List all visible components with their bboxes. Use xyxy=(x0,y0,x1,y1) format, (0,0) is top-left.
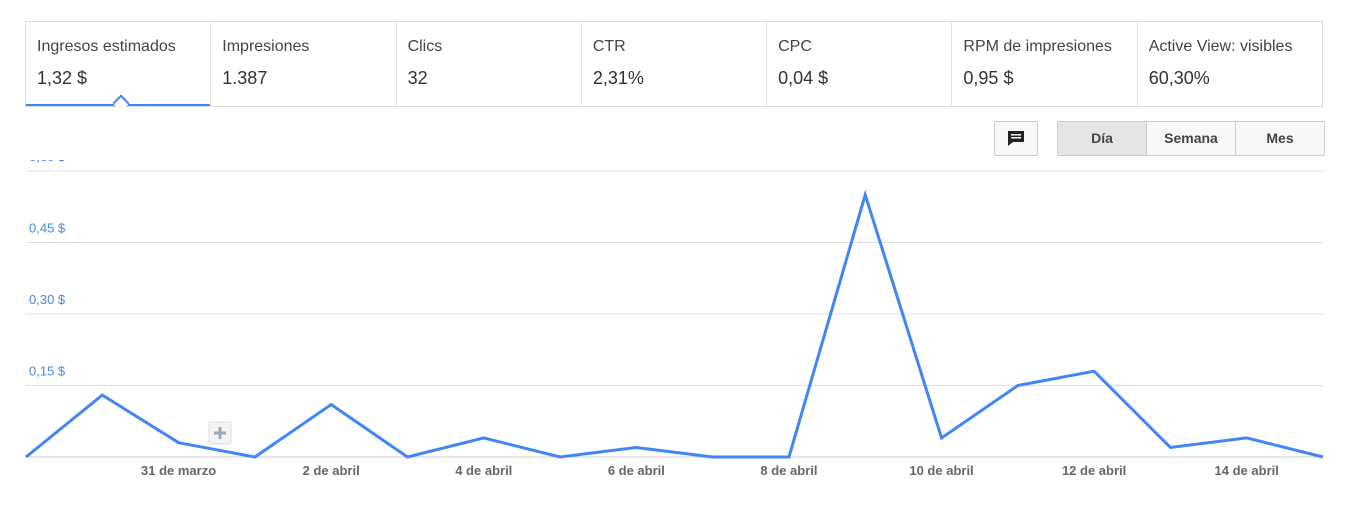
chart: 0,15 $ 0,30 $ 0,45 $ 0,60 $ 31 de marzo 2 de … xyxy=(25,160,1324,478)
metric-value: 2,31% xyxy=(592,68,644,88)
comment-icon xyxy=(1008,131,1024,146)
x-tick-label: 10 de abril xyxy=(909,463,973,478)
metric-value: 0,04 $ xyxy=(778,68,829,88)
annotations-button[interactable] xyxy=(994,121,1038,156)
metric-tab[interactable]: Impresiones 1.387 xyxy=(210,22,395,106)
data-line xyxy=(25,189,1324,459)
active-notch xyxy=(112,94,130,112)
y-tick-label: 0,15 $ xyxy=(29,364,66,379)
metric-tab[interactable]: Active View: visibles 60,30% xyxy=(1136,22,1322,106)
y-tick-label: 0,45 $ xyxy=(29,221,66,236)
period-button[interactable]: Mes xyxy=(1235,122,1324,155)
period-button[interactable]: Día xyxy=(1058,122,1146,155)
metric-label: Active View: visibles xyxy=(1148,38,1293,55)
metric-tab[interactable]: RPM de impresiones 0,95 $ xyxy=(951,22,1136,106)
metric-label: Impresiones xyxy=(222,38,310,55)
metric-label: Clics xyxy=(407,38,443,55)
x-tick-label: 6 de abril xyxy=(608,463,665,478)
metric-label: CPC xyxy=(778,38,812,55)
metric-tab[interactable]: Ingresos estimados 1,32 $ xyxy=(26,22,211,112)
metric-value: 32 xyxy=(407,68,428,88)
metric-tab[interactable]: CPC 0,04 $ xyxy=(766,22,951,106)
metric-value: 0,95 $ xyxy=(963,68,1014,88)
metric-label: CTR xyxy=(592,38,626,55)
x-tick-label: 8 de abril xyxy=(760,463,817,478)
period-button[interactable]: Semana xyxy=(1146,122,1235,155)
metric-value: 1,32 $ xyxy=(37,68,88,88)
metric-value: 1.387 xyxy=(222,68,268,88)
period-buttons: Día Semana Mes xyxy=(1057,121,1325,156)
metric-tabs: Ingresos estimados 1,32 $ Impresiones 1.387… xyxy=(25,21,1323,112)
metric-tab[interactable]: Clics 32 xyxy=(395,22,581,106)
metric-label: Ingresos estimados xyxy=(37,38,176,55)
x-tick-label: 31 de marzo xyxy=(141,463,216,478)
x-tick-label: 2 de abril xyxy=(303,463,360,478)
metric-value: 60,30% xyxy=(1148,68,1210,88)
x-tick-label: 14 de abril xyxy=(1215,463,1279,478)
x-tick-label: 4 de abril xyxy=(455,463,512,478)
y-tick-label: 0,30 $ xyxy=(29,292,66,307)
metric-label: RPM de impresiones xyxy=(963,38,1112,55)
metric-tab[interactable]: CTR 2,31% xyxy=(580,22,766,106)
add-icon xyxy=(214,427,226,439)
y-tick-label: 0,60 $ xyxy=(29,160,66,164)
x-tick-label: 12 de abril xyxy=(1062,463,1126,478)
